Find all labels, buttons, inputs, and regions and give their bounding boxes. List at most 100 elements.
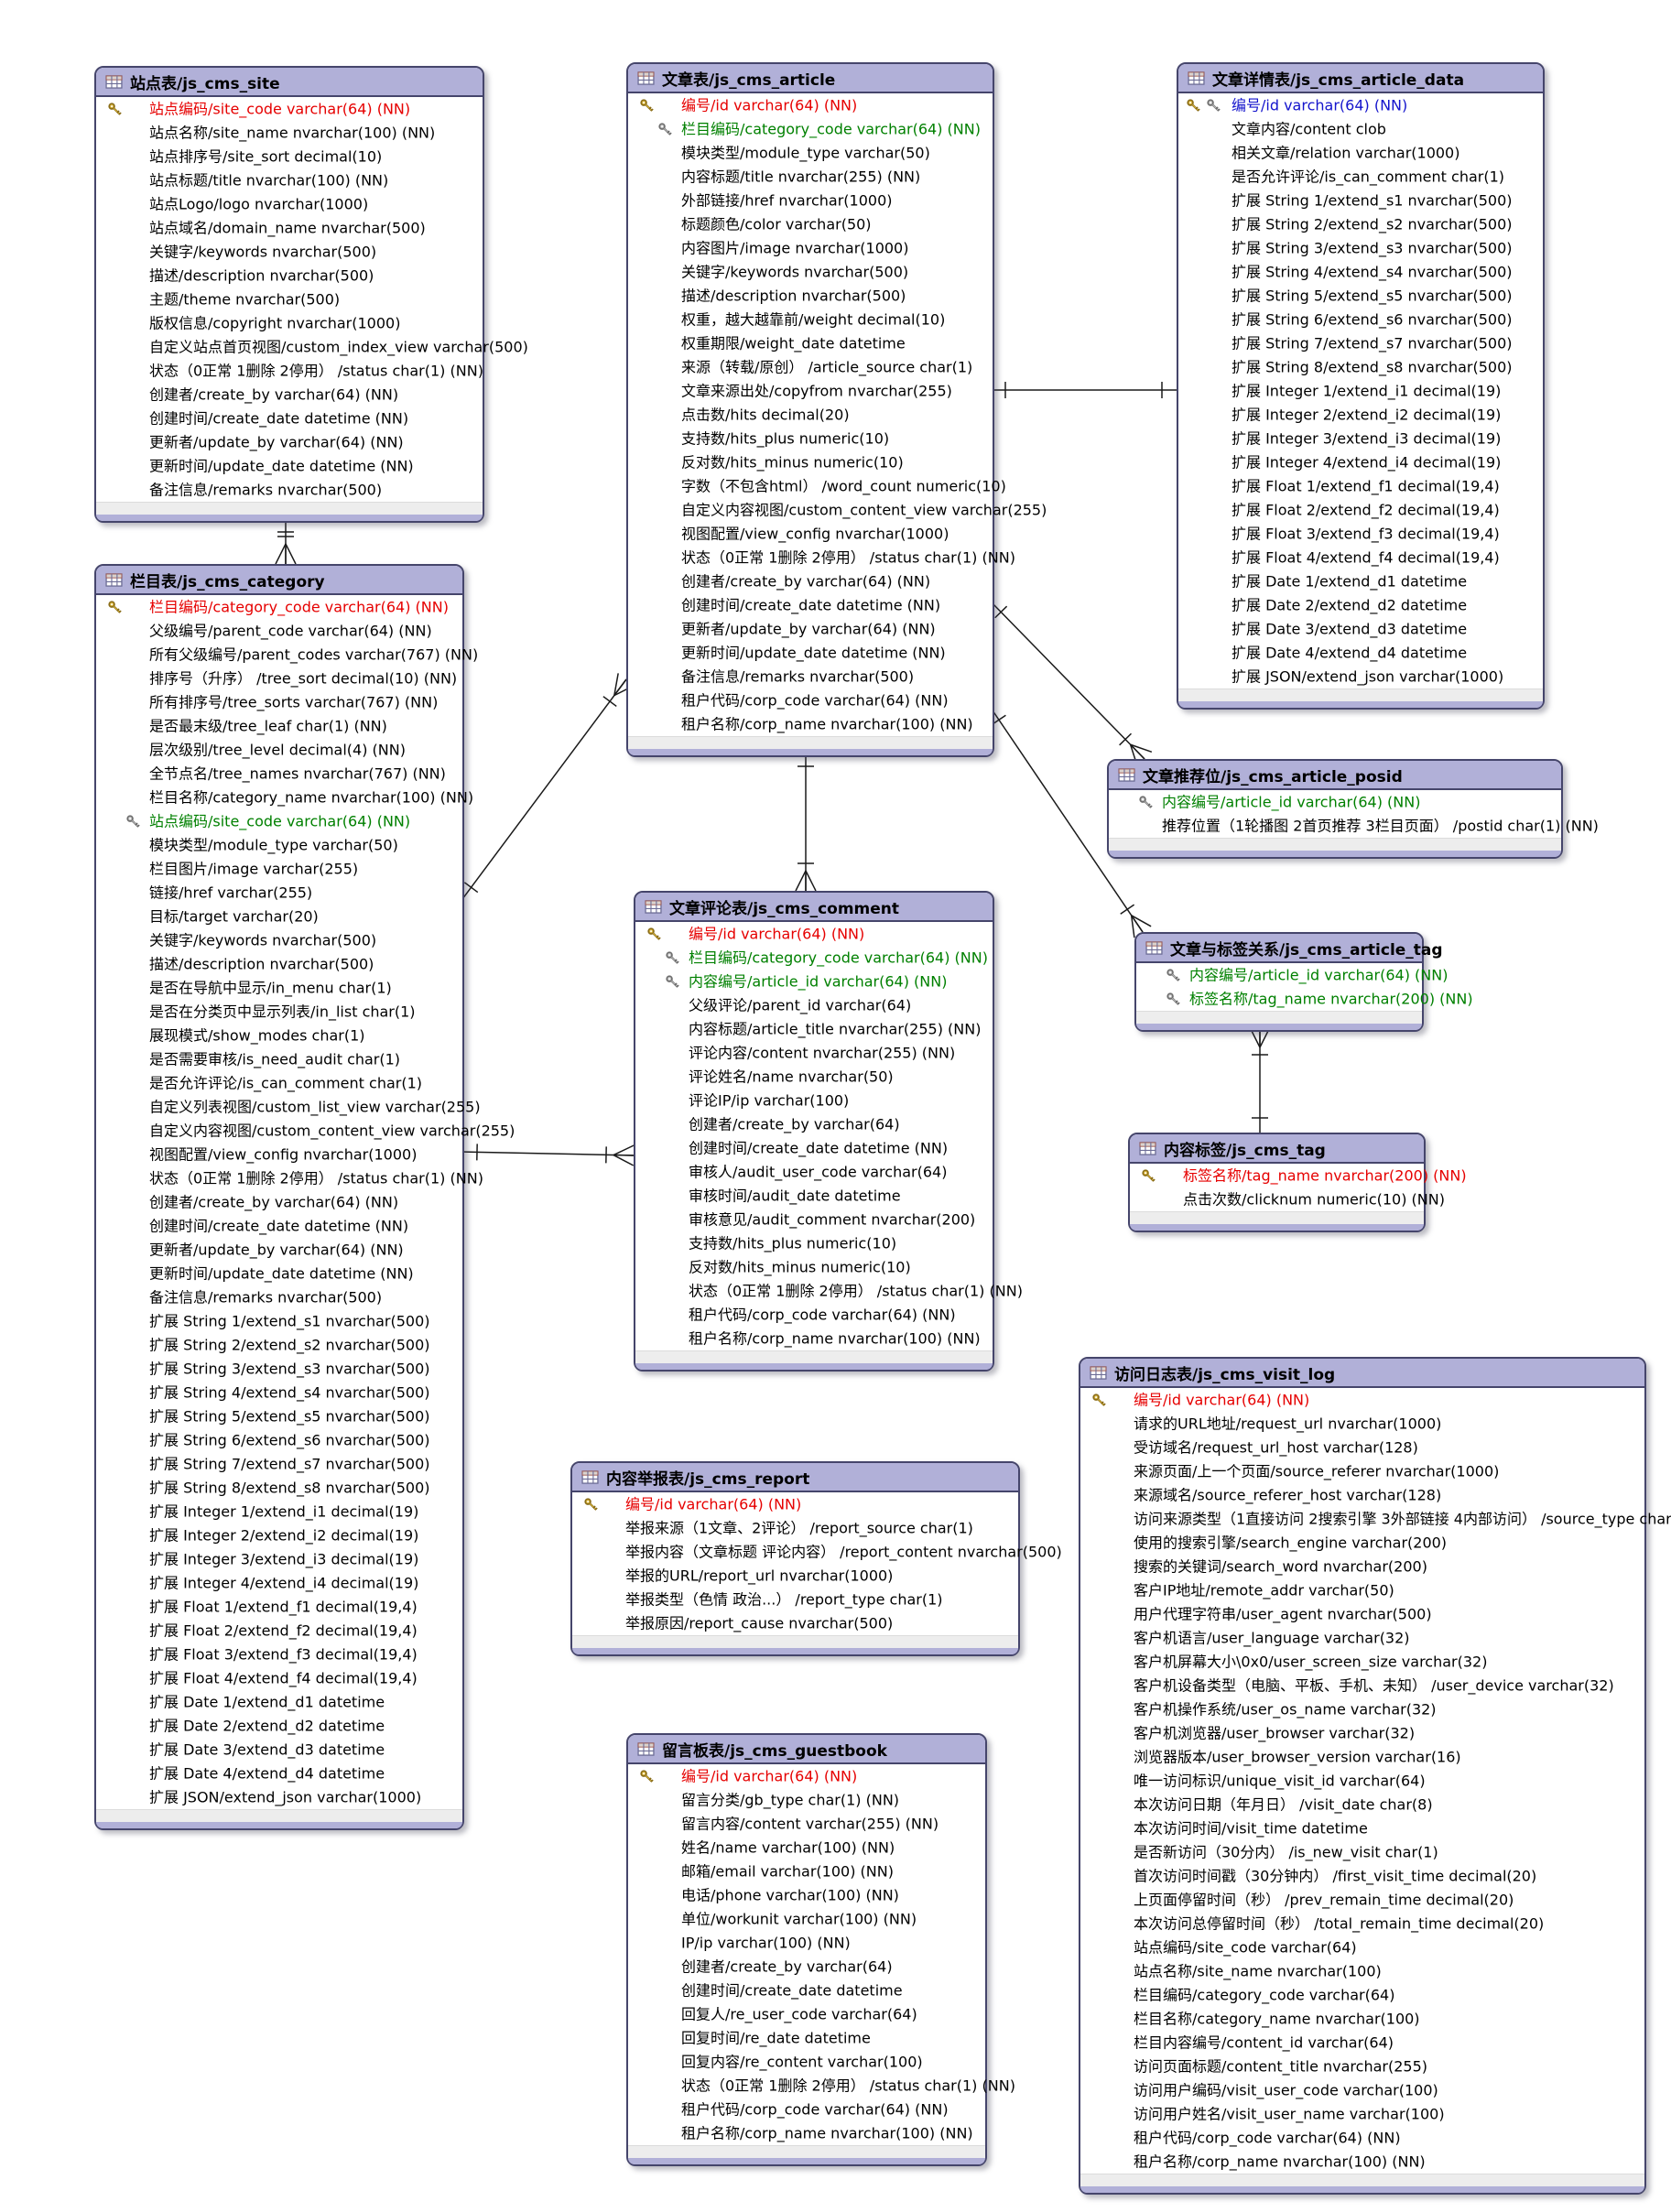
- field-row: 上页面停留时间（秒） /prev_remain_time decimal(20): [1080, 1888, 1644, 1912]
- field-text: 扩展 String 8/extend_s8 nvarchar(500): [149, 1479, 430, 1497]
- gold-key-icon: [1092, 1393, 1106, 1406]
- field-row: 扩展 Float 2/extend_f2 decimal(19,4): [96, 1619, 462, 1643]
- field-text: 租户代码/corp_code varchar(64) (NN): [689, 1306, 956, 1324]
- table-footer: [1136, 1011, 1422, 1024]
- field-row: 站点编码/site_code varchar(64): [1080, 1936, 1644, 1959]
- er-table-js_cms_article_data[interactable]: 文章详情表/js_cms_article_data 编号/id varchar(6…: [1177, 62, 1545, 710]
- field-row: 本次访问总停留时间（秒） /total_remain_time decimal(…: [1080, 1912, 1644, 1936]
- field-text: 扩展 Integer 3/extend_i3 decimal(19): [149, 1550, 419, 1568]
- field-row: 扩展 Date 3/extend_d3 datetime: [96, 1738, 462, 1762]
- field-row: 栏目编码/category_code varchar(64) (NN): [96, 595, 462, 619]
- field-text: 客户机语言/user_language varchar(32): [1134, 1629, 1410, 1647]
- field-text: 租户代码/corp_code varchar(64) (NN): [681, 2100, 949, 2119]
- table-bottom-bar: [572, 1648, 1018, 1654]
- field-text: 搜索的关键词/search_word nvarchar(200): [1134, 1557, 1427, 1576]
- table-fields: 编号/id varchar(64) (NN) 文章内容/content clob 相…: [1178, 93, 1543, 689]
- table-bottom-bar: [96, 1822, 462, 1828]
- er-table-js_cms_article_posid[interactable]: 文章推荐位/js_cms_article_posid 内容编号/article_i…: [1107, 759, 1599, 859]
- er-table-js_cms_comment[interactable]: 文章评论表/js_cms_comment 编号/id varchar(64) (N…: [634, 891, 1023, 1372]
- table-footer: [628, 736, 993, 749]
- field-row: 模块类型/module_type varchar(50): [628, 141, 993, 165]
- field-text: 扩展 Float 4/extend_f4 decimal(19,4): [149, 1669, 418, 1687]
- table-header[interactable]: 内容举报表/js_cms_report: [572, 1463, 1018, 1492]
- table-header[interactable]: 留言板表/js_cms_guestbook: [628, 1735, 985, 1764]
- table-header[interactable]: 文章推荐位/js_cms_article_posid: [1109, 761, 1561, 790]
- field-row: 是否最末级/tree_leaf char(1) (NN): [96, 714, 462, 738]
- field-row: 扩展 String 4/extend_s4 nvarchar(500): [96, 1381, 462, 1404]
- field-text: 层次级别/tree_level decimal(4) (NN): [149, 741, 406, 759]
- table-footer: [1109, 838, 1561, 851]
- table-header[interactable]: 文章评论表/js_cms_comment: [635, 893, 993, 922]
- field-text: 版权信息/copyright nvarchar(1000): [149, 314, 401, 332]
- er-table-js_cms_article[interactable]: 文章表/js_cms_article 编号/id varchar(64) (NN)…: [626, 62, 1047, 757]
- field-row: 回复人/re_user_code varchar(64): [628, 2002, 985, 2026]
- field-row: 客户IP地址/remote_addr varchar(50): [1080, 1578, 1644, 1602]
- er-table-js_cms_article_tag[interactable]: 文章与标签关系/js_cms_article_tag 内容编号/article_i…: [1134, 932, 1473, 1032]
- field-text: 权重，越大越靠前/weight decimal(10): [681, 310, 946, 329]
- field-row: 相关文章/relation varchar(1000): [1178, 141, 1543, 165]
- field-row: 是否允许评论/is_can_comment char(1): [96, 1071, 462, 1095]
- gray-key-icon: [1166, 992, 1180, 1005]
- field-row: 编号/id varchar(64) (NN): [635, 922, 993, 946]
- field-text: 展现模式/show_modes char(1): [149, 1026, 365, 1045]
- field-row: 扩展 Integer 2/extend_i2 decimal(19): [96, 1523, 462, 1547]
- field-row: 评论姓名/name nvarchar(50): [635, 1065, 993, 1089]
- table-header[interactable]: 栏目表/js_cms_category: [96, 566, 462, 595]
- field-row: 审核时间/audit_date datetime: [635, 1184, 993, 1208]
- table-grid-icon: [1090, 1365, 1107, 1380]
- field-text: 站点标题/title nvarchar(100) (NN): [149, 171, 389, 190]
- field-text: 创建者/create_by varchar(64) (NN): [681, 572, 931, 591]
- field-text: 受访域名/request_url_host varchar(128): [1134, 1438, 1418, 1457]
- field-text: 关键字/keywords nvarchar(500): [149, 931, 377, 949]
- er-table-js_cms_report[interactable]: 内容举报表/js_cms_report 编号/id varchar(64) (NN…: [570, 1461, 1062, 1656]
- table-header[interactable]: 文章与标签关系/js_cms_article_tag: [1136, 934, 1443, 963]
- field-text: 创建者/create_by varchar(64): [689, 1115, 900, 1133]
- field-row: 编号/id varchar(64) (NN): [628, 93, 993, 117]
- er-table-js_cms_visit_log[interactable]: 访问日志表/js_cms_visit_log 编号/id varchar(64) …: [1079, 1357, 1671, 2195]
- table-header[interactable]: 文章详情表/js_cms_article_data: [1178, 64, 1543, 93]
- field-text: 姓名/name varchar(100) (NN): [681, 1838, 895, 1857]
- field-text: 栏目名称/category_name nvarchar(100) (NN): [149, 788, 474, 807]
- er-table-js_cms_site[interactable]: 站点表/js_cms_site 站点编码/site_code varchar(64…: [94, 66, 528, 523]
- field-text: 编号/id varchar(64) (NN): [681, 1767, 858, 1785]
- table-header[interactable]: 文章表/js_cms_article: [628, 64, 993, 93]
- er-table-js_cms_guestbook[interactable]: 留言板表/js_cms_guestbook 编号/id varchar(64) (…: [626, 1733, 1015, 2166]
- field-text: 内容图片/image nvarchar(1000): [681, 239, 909, 257]
- table-bottom-bar: [1178, 701, 1543, 708]
- field-row: 描述/description nvarchar(500): [96, 264, 483, 287]
- field-text: 栏目编码/category_code varchar(64) (NN): [149, 598, 449, 616]
- field-row: 排序号（升序） /tree_sort decimal(10) (NN): [96, 667, 462, 690]
- er-table-js_cms_tag[interactable]: 内容标签/js_cms_tag 标签名称/tag_name nvarchar(20…: [1128, 1133, 1467, 1232]
- field-row: 客户机设备类型（电脑、平板、手机、未知） /user_device varcha…: [1080, 1674, 1644, 1697]
- table-header[interactable]: 站点表/js_cms_site: [96, 68, 483, 97]
- field-text: 编号/id varchar(64) (NN): [681, 96, 858, 114]
- table-title: 文章表/js_cms_article: [662, 70, 836, 90]
- field-text: 单位/workunit varchar(100) (NN): [681, 1910, 917, 1928]
- field-row: 扩展 String 2/extend_s2 nvarchar(500): [1178, 212, 1543, 236]
- field-row: 创建时间/create_date datetime (NN): [96, 1214, 462, 1238]
- field-text: 扩展 String 8/extend_s8 nvarchar(500): [1232, 358, 1513, 376]
- field-text: 用户代理字符串/user_agent nvarchar(500): [1134, 1605, 1432, 1623]
- field-row: 更新时间/update_date datetime (NN): [96, 454, 483, 478]
- table-header[interactable]: 内容标签/js_cms_tag: [1130, 1134, 1424, 1164]
- field-text: 扩展 String 7/extend_s7 nvarchar(500): [1232, 334, 1513, 352]
- field-row: 举报的URL/report_url nvarchar(1000): [572, 1564, 1018, 1588]
- field-text: 访问来源类型（1直接访问 2搜索引擎 3外部链接 4内部访问） /source_…: [1134, 1510, 1671, 1528]
- field-text: 是否新访问（30分内） /is_new_visit char(1): [1134, 1843, 1438, 1861]
- er-table-js_cms_category[interactable]: 栏目表/js_cms_category 栏目编码/category_code va…: [94, 564, 515, 1830]
- field-text: 栏目编码/category_code varchar(64) (NN): [681, 120, 981, 138]
- field-text: 自定义内容视图/custom_content_view varchar(255): [681, 501, 1047, 519]
- field-row: IP/ip varchar(100) (NN): [628, 1931, 985, 1955]
- field-text: 举报内容（文章标题 评论内容） /report_content nvarchar…: [625, 1543, 1062, 1561]
- field-row: 视图配置/view_config nvarchar(1000): [628, 522, 993, 546]
- field-text: 创建时间/create_date datetime (NN): [149, 409, 409, 428]
- field-row: 所有排序号/tree_sorts varchar(767) (NN): [96, 690, 462, 714]
- table-bottom-bar: [628, 749, 993, 755]
- field-text: 创建时间/create_date datetime: [681, 1981, 903, 2000]
- table-title: 内容举报表/js_cms_report: [606, 1469, 810, 1489]
- field-row: 扩展 String 6/extend_s6 nvarchar(500): [96, 1428, 462, 1452]
- table-header[interactable]: 访问日志表/js_cms_visit_log: [1080, 1359, 1644, 1388]
- table-grid-icon: [637, 70, 655, 85]
- field-row: 扩展 String 3/extend_s3 nvarchar(500): [96, 1357, 462, 1381]
- field-row: 编号/id varchar(64) (NN): [628, 1764, 985, 1788]
